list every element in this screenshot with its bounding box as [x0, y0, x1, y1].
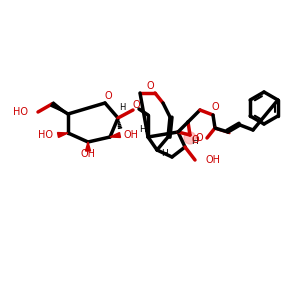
Polygon shape — [85, 142, 91, 151]
Text: O: O — [191, 135, 199, 145]
Text: O: O — [146, 81, 154, 91]
Polygon shape — [110, 133, 121, 137]
Text: HO: HO — [13, 107, 28, 117]
Text: H: H — [162, 148, 168, 158]
Text: H: H — [140, 124, 146, 134]
Text: O: O — [104, 91, 112, 101]
Text: OH: OH — [205, 155, 220, 165]
Text: H: H — [192, 137, 198, 146]
Text: O: O — [132, 100, 140, 110]
Polygon shape — [58, 133, 68, 137]
Text: H: H — [119, 103, 125, 112]
Text: O: O — [211, 102, 219, 112]
Text: OH: OH — [80, 149, 95, 159]
Text: HO: HO — [38, 130, 53, 140]
Circle shape — [184, 132, 196, 144]
Text: OH: OH — [124, 130, 139, 140]
Text: O: O — [195, 133, 203, 143]
Polygon shape — [51, 102, 68, 114]
